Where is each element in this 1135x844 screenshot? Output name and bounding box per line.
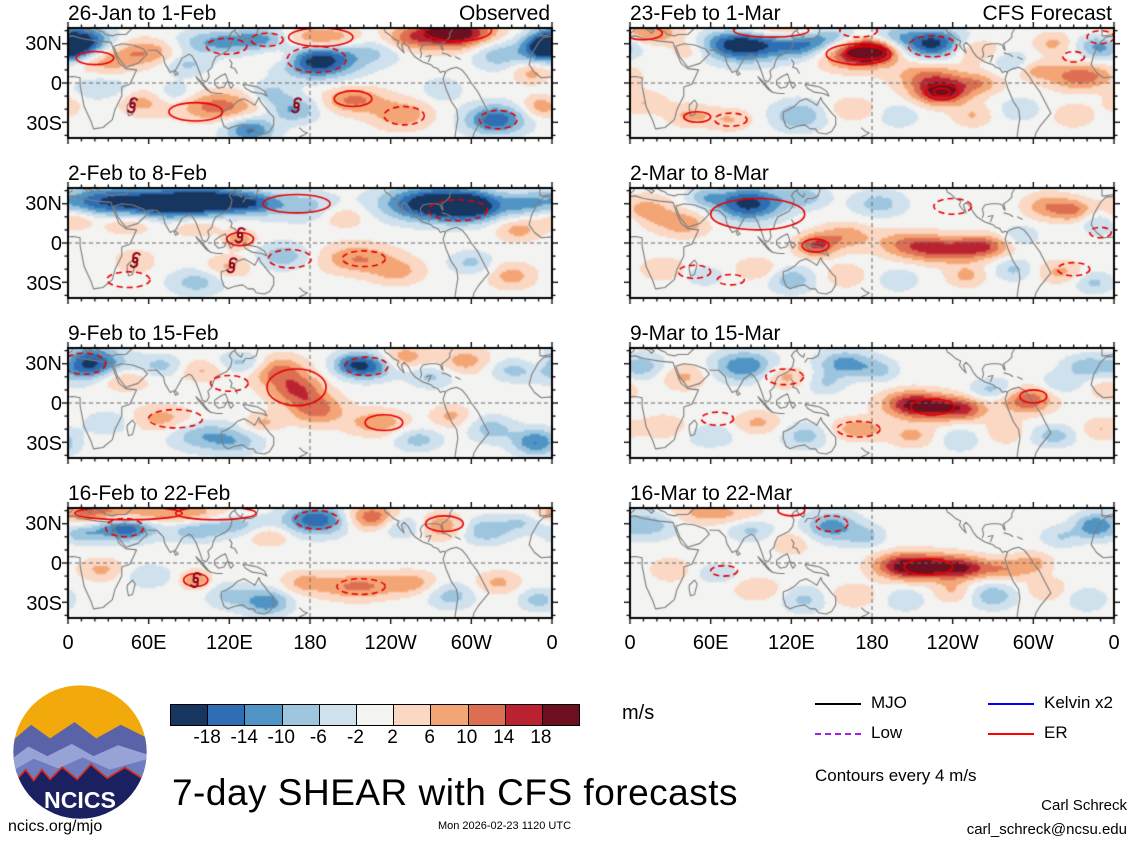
legend-line-mjo (815, 703, 861, 705)
lat-tick-label: 30S (26, 113, 62, 135)
colorbar-tick-label: 18 (530, 727, 552, 748)
map-panel-observed-week1: 26-Jan to 1-Feb Observed (62, 2, 558, 144)
map-canvas (624, 502, 1120, 624)
colorbar-segment (355, 705, 394, 725)
map-panel-observed-week2: 2-Feb to 8-Feb (62, 162, 558, 304)
colorbar-segment (207, 705, 245, 725)
colorbar-tick-label: -2 (347, 727, 364, 748)
lat-tick-label: 30N (25, 33, 62, 55)
map-canvas (62, 182, 558, 304)
map-canvas (62, 342, 558, 464)
lat-tick-label: 30S (26, 433, 62, 455)
map-canvas (624, 342, 1120, 464)
map-panel-forecast-week1: 23-Feb to 1-Mar CFS Forecast (624, 2, 1120, 144)
colorbar-units: m/s (622, 702, 655, 724)
lat-tick-label: 0 (50, 393, 62, 415)
lat-tick-label: 30S (26, 593, 62, 615)
map-canvas (62, 22, 558, 144)
lon-tick-label: 0 (1108, 632, 1120, 654)
colorbar-tick-label: 10 (456, 727, 478, 748)
lon-tick-label: 60W (1012, 632, 1054, 654)
map-canvas (62, 502, 558, 624)
panel-title: 16-Feb to 22-Feb (68, 482, 231, 505)
colorbar-segment (504, 705, 542, 725)
logo-mountain-navy (13, 765, 147, 819)
map-canvas (624, 22, 1120, 144)
legend-label: MJO (871, 693, 907, 712)
panel-corner-label: CFS Forecast (982, 2, 1112, 25)
legend-line-kelvin-x2 (988, 703, 1034, 705)
map-panel-forecast-week3: 9-Mar to 15-Mar (624, 322, 1120, 464)
colorbar-tick-label: -10 (267, 727, 295, 748)
panel-title: 2-Feb to 8-Feb (68, 162, 207, 185)
panel-corner-label: Observed (458, 2, 550, 25)
lat-tick-label: 30N (25, 513, 62, 535)
timestamp: Mon 2026-02-23 1120 UTC (437, 820, 572, 832)
legend-line-low (815, 733, 861, 735)
colorbar-tick-label: -6 (309, 727, 327, 748)
colorbar-tick-label: -14 (230, 727, 258, 748)
colorbar-tick-label: 2 (387, 727, 398, 748)
contour-legend: MJO Low Kelvin x2 ER (815, 693, 1135, 755)
map-panel-forecast-week4: 16-Mar to 22-Mar (624, 482, 1120, 624)
lon-tick-label: 60E (692, 632, 729, 654)
colorbar-segment (393, 705, 431, 725)
panel-title: 9-Feb to 15-Feb (68, 322, 219, 345)
figure-title: 7-day SHEAR with CFS forecasts (171, 772, 739, 813)
ncics-logo: NCICS (13, 685, 147, 819)
map-panel-forecast-week2: 2-Mar to 8-Mar (624, 162, 1120, 304)
legend-label: ER (1044, 723, 1068, 742)
panel-title: 9-Mar to 15-Mar (630, 322, 781, 345)
logo-text: NCICS (44, 787, 116, 813)
colorbar-segment (541, 705, 580, 725)
colorbar-segment (318, 705, 356, 725)
lat-tick-label: 0 (50, 233, 62, 255)
lon-tick-label: 120E (767, 632, 815, 654)
lon-tick-label: 180 (293, 632, 327, 654)
lat-tick-label: 30N (25, 353, 62, 375)
lon-tick-label: 0 (546, 632, 558, 654)
lon-tick-label: 60W (450, 632, 492, 654)
colorbar-segment (281, 705, 319, 725)
lon-tick-label: 180 (855, 632, 889, 654)
lon-tick-label: 120W (364, 632, 417, 654)
lat-tick-label: 0 (50, 553, 62, 575)
lon-tick-label: 0 (624, 632, 636, 654)
legend-label: Kelvin x2 (1044, 693, 1113, 712)
contour-interval-note: Contours every 4 m/s (815, 766, 977, 785)
panel-title: 2-Mar to 8-Mar (630, 162, 769, 185)
map-panel-observed-week4: 16-Feb to 22-Feb (62, 482, 558, 624)
panel-title: 26-Jan to 1-Feb (68, 2, 217, 25)
colorbar-segment (467, 705, 505, 725)
colorbar-tick-label: 6 (424, 727, 435, 748)
lat-tick-label: 0 (50, 73, 62, 95)
lon-tick-label: 0 (62, 632, 74, 654)
colorbar-segment (171, 705, 208, 725)
colorbar (170, 704, 580, 726)
lat-tick-label: 30N (25, 193, 62, 215)
lon-tick-label: 120W (926, 632, 979, 654)
lat-tick-label: 30S (26, 273, 62, 295)
lon-tick-label: 120E (205, 632, 253, 654)
panel-title: 23-Feb to 1-Mar (630, 2, 781, 25)
colorbar-segment (244, 705, 282, 725)
map-canvas (624, 182, 1120, 304)
legend-line-er (988, 733, 1034, 735)
panel-title: 16-Mar to 22-Mar (630, 482, 793, 505)
colorbar-segment (430, 705, 468, 725)
map-panel-observed-week3: 9-Feb to 15-Feb (62, 322, 558, 464)
legend-label: Low (871, 723, 903, 742)
source-link: ncics.org/mjo (8, 818, 103, 835)
lon-tick-label: 60E (130, 632, 167, 654)
colorbar-tick-label: -18 (193, 727, 221, 748)
colorbar-tick-label: 14 (493, 727, 515, 748)
author-email: carl_schreck@ncsu.edu (966, 821, 1127, 838)
author-name: Carl Schreck (1041, 797, 1127, 814)
